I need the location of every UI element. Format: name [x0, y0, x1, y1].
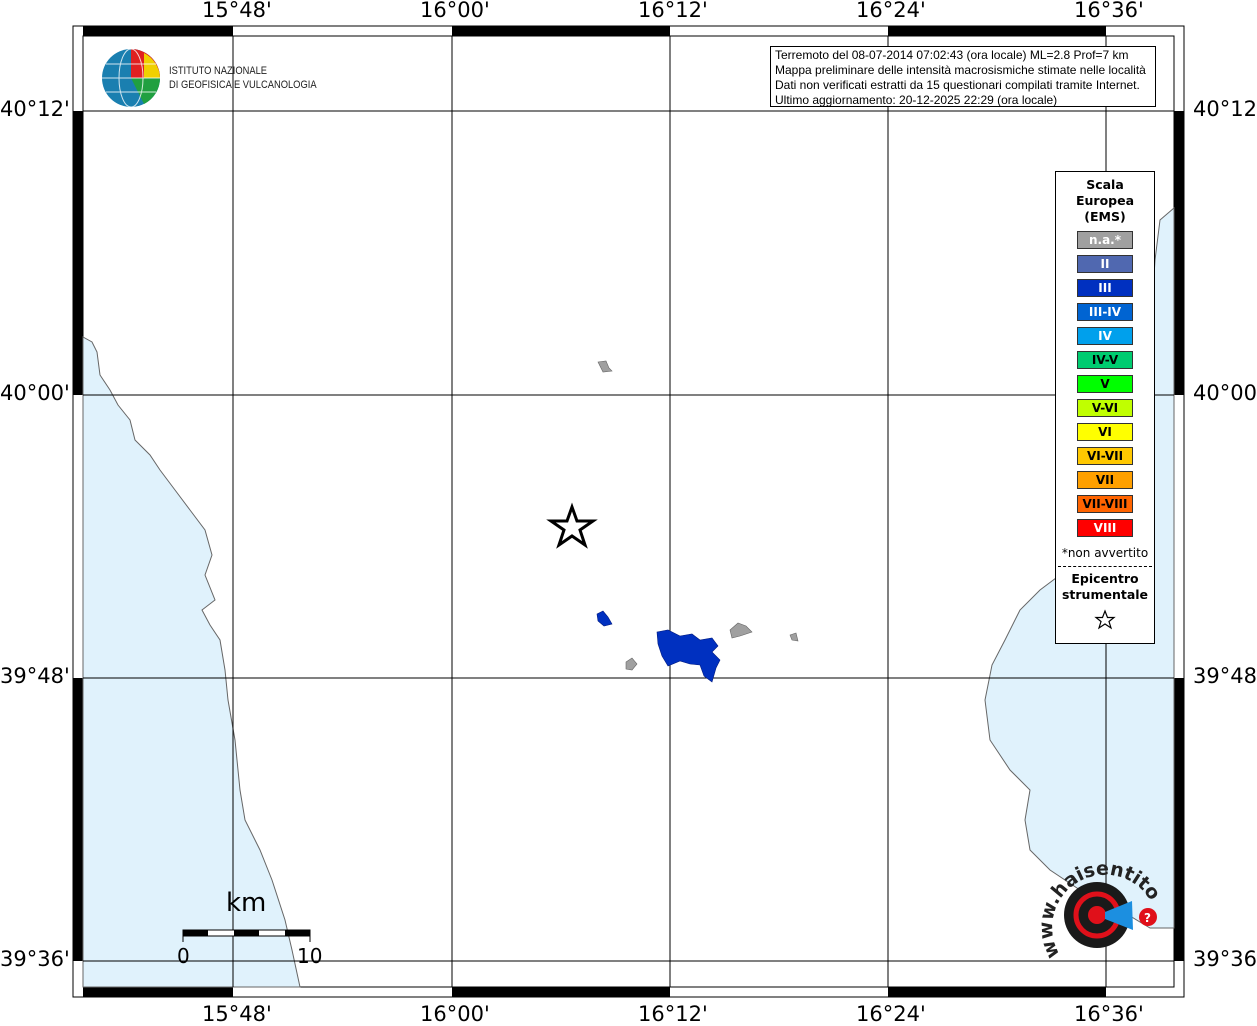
epicenter-star-icon: [546, 502, 598, 549]
lon-tick: 16°12': [638, 1002, 708, 1026]
event-info-box: Terremoto del 08-07-2014 07:02:43 (ora l…: [770, 46, 1156, 107]
localities-intensity-iii: [596, 610, 721, 683]
lat-tick: 39°48': [1193, 664, 1257, 688]
legend-item: V-VI: [1077, 399, 1133, 417]
legend-epicenter: Epicentro strumentale: [1056, 571, 1154, 603]
lon-tick: 16°00': [420, 1002, 490, 1026]
lat-tick: 40°00': [0, 381, 70, 405]
lat-tick: 40°12': [1193, 97, 1257, 121]
legend-epicenter-line: strumentale: [1061, 587, 1149, 602]
legend-title: Scala Europea (EMS): [1056, 177, 1154, 225]
ingv-logo: [102, 48, 161, 108]
lon-tick: 16°00': [420, 0, 490, 22]
ems-legend: Scala Europea (EMS) n.a.* II III III-IV IV IV…: [1055, 171, 1155, 644]
legend-item: VI-VII: [1077, 447, 1133, 465]
lon-tick: 15°48': [202, 0, 272, 22]
event-line: Terremoto del 08-07-2014 07:02:43 (ora l…: [775, 48, 1129, 62]
star-outline-icon: [1094, 609, 1116, 630]
logo-line: DI GEOFISICA E VULCANOLOGIA: [169, 79, 317, 91]
legend-divider: [1058, 566, 1152, 567]
lat-tick: 40°00': [1193, 381, 1257, 405]
lat-tick: 39°48': [0, 664, 70, 688]
legend-item: III: [1077, 279, 1133, 297]
legend-item: III-IV: [1077, 303, 1133, 321]
legend-title-line: Scala: [1086, 177, 1124, 192]
legend-epicenter-line: Epicentro: [1071, 571, 1139, 586]
scale-unit: km: [226, 888, 267, 918]
legend-item: n.a.*: [1077, 231, 1133, 249]
last-update: Ultimo aggiornamento: 20-12-2025 22:29 (…: [775, 93, 1058, 107]
lat-tick: 39°36': [0, 947, 70, 971]
data-note: Dati non verificati estratti da 15 quest…: [775, 78, 1140, 92]
legend-item: VII-VIII: [1077, 495, 1133, 513]
map-description: Mappa preliminare delle intensità macros…: [775, 63, 1146, 77]
legend-note: *non avvertito: [1061, 546, 1149, 560]
legend-item: VI: [1077, 423, 1133, 441]
legend-title-line: (EMS): [1084, 209, 1126, 224]
logo-text: ISTITUTO NAZIONALE DI GEOFISICA E VULCAN…: [169, 64, 317, 92]
scale-min: 0: [177, 944, 190, 968]
lon-tick: 15°48': [202, 1002, 272, 1026]
legend-title-line: Europea: [1075, 193, 1135, 208]
scale-bar: [182, 929, 311, 942]
lon-tick: 16°24': [856, 0, 926, 22]
legend-item: IV-V: [1077, 351, 1133, 369]
lon-tick: 16°24': [856, 1002, 926, 1026]
legend-item: II: [1077, 255, 1133, 273]
frame-ticks: [73, 26, 1184, 997]
legend-item: VII: [1077, 471, 1133, 489]
svg-text:?: ?: [1144, 911, 1151, 925]
lon-tick: 16°36': [1074, 1002, 1144, 1026]
sea-west: [82, 336, 301, 988]
lat-tick: 40°12': [0, 97, 70, 121]
lon-tick: 16°12': [638, 0, 708, 22]
legend-item: VIII: [1077, 519, 1133, 537]
legend-item: IV: [1077, 327, 1133, 345]
graticule: [83, 36, 1174, 987]
lat-tick: 39°36': [1193, 947, 1257, 971]
scale-max: 10: [297, 944, 323, 968]
lon-tick: 16°36': [1074, 0, 1144, 22]
legend-item: V: [1077, 375, 1133, 393]
localities-not-felt: [597, 360, 799, 671]
logo-line: ISTITUTO NAZIONALE: [169, 65, 268, 77]
